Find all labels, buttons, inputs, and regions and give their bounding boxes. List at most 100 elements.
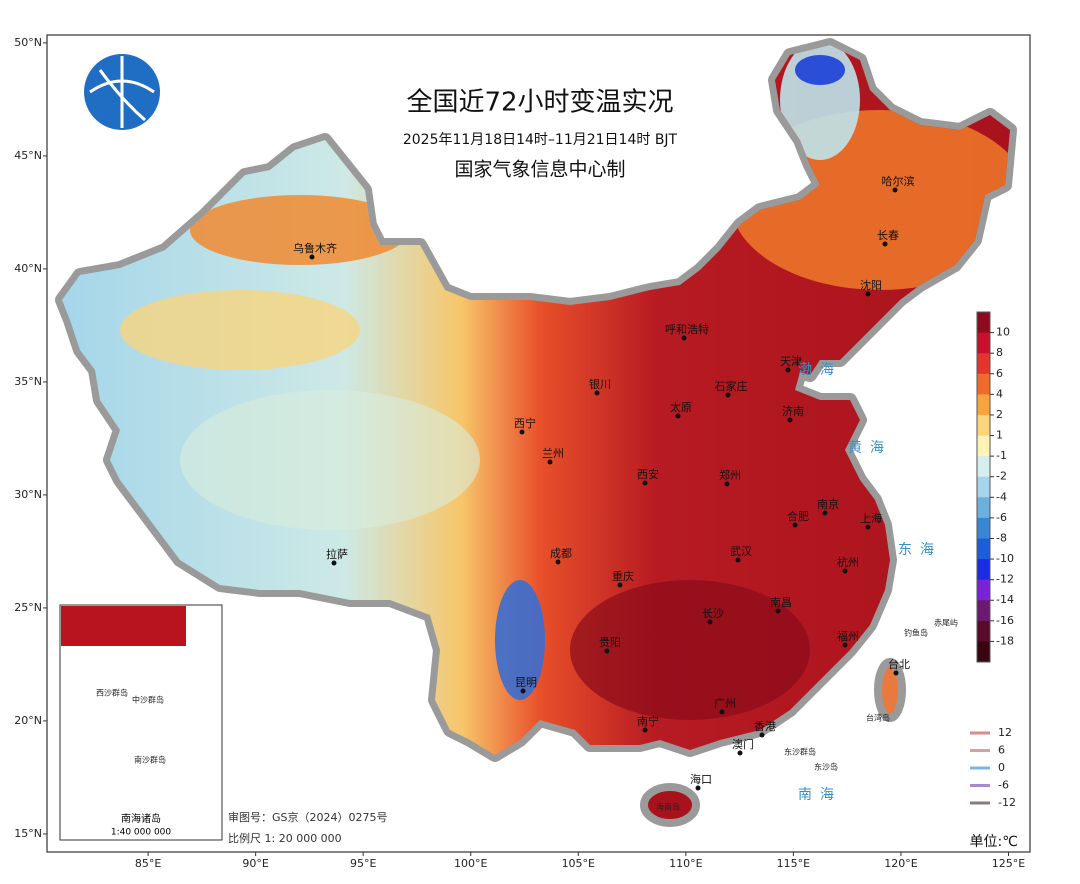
lon-tick-label: 125°E — [992, 857, 1025, 870]
city-label: 台北 — [888, 657, 910, 671]
city-dot — [724, 481, 730, 487]
color-swatch — [977, 353, 990, 375]
colorbar-label: -1 — [996, 449, 1007, 462]
city-dot — [681, 335, 687, 341]
lat-tick-label: 25°N — [14, 601, 42, 614]
color-swatch — [977, 517, 990, 539]
inset-field — [61, 606, 186, 646]
title: 全国近72小时变温实况 — [406, 88, 673, 118]
colorbar-label: 10 — [996, 326, 1010, 339]
city-dot — [642, 480, 648, 486]
inset-scale: 1:40 000 000 — [111, 828, 172, 838]
color-swatch — [977, 620, 990, 642]
city-dot — [309, 254, 315, 260]
period: 2025年11月18日14时–11月21日14时 BJT — [403, 132, 678, 148]
color-swatch — [977, 456, 990, 478]
color-swatch — [977, 600, 990, 622]
city-label: 杭州 — [837, 555, 859, 569]
colorbar-label: 4 — [996, 387, 1003, 400]
city-label: 石家庄 — [715, 379, 748, 393]
city-label: 东沙岛 — [814, 762, 838, 772]
city-dot — [787, 417, 793, 423]
colorbar-frame — [976, 311, 991, 663]
lat-tick-label: 15°N — [14, 827, 42, 840]
contour-label: 0 — [998, 761, 1005, 774]
color-swatch — [977, 559, 990, 581]
city-label: 沈阳 — [860, 278, 882, 292]
colorbar-label: -6 — [996, 511, 1007, 524]
city-dot — [725, 392, 731, 398]
lon-tick-label: 105°E — [562, 857, 595, 870]
city-dot — [893, 670, 899, 676]
city-dot — [775, 608, 781, 614]
city-dot — [594, 390, 600, 396]
sea-label: 渤海 — [798, 362, 842, 378]
city-label: 呼和浩特 — [665, 322, 709, 336]
lon-tick-label: 90°E — [242, 857, 268, 870]
lat-tick-label: 30°N — [14, 488, 42, 501]
city-label: 广州 — [714, 697, 736, 710]
lon-tick-label: 120°E — [884, 857, 917, 870]
color-swatch — [977, 641, 990, 663]
colorbar-label: -2 — [996, 470, 1007, 483]
city-label: 香港 — [754, 720, 776, 733]
city-label: 钓鱼岛 — [904, 628, 928, 638]
city-dot — [555, 559, 561, 565]
city-label: 海南岛 — [656, 802, 680, 812]
scale: 比例尺 1: 20 000 000 — [228, 831, 342, 845]
city-dot — [519, 429, 525, 435]
color-swatch — [977, 476, 990, 498]
colorbar-label: -10 — [996, 552, 1014, 565]
sea-label: 黄海 — [848, 439, 892, 456]
colorbar-label: -12 — [996, 573, 1014, 586]
city-dot — [695, 785, 701, 791]
color-swatch — [977, 373, 990, 395]
lat-tick-label: 40°N — [14, 262, 42, 275]
colorbar-label: 6 — [996, 367, 1003, 380]
color-swatch — [977, 414, 990, 437]
inset-island: 南沙群岛 — [134, 755, 166, 765]
colorbar-label: -4 — [996, 490, 1007, 503]
city-label: 拉萨 — [326, 547, 348, 561]
lon-tick-label: 100°E — [454, 857, 487, 870]
colorbar-label: -14 — [996, 593, 1014, 606]
approval: 审图号：GS京（2024）0275号 — [228, 810, 388, 824]
color-swatch — [977, 332, 990, 354]
city-dot — [737, 750, 743, 756]
city-label: 南京 — [817, 497, 839, 511]
city-dot — [331, 560, 337, 566]
city-label: 澳门 — [732, 737, 754, 751]
city-label: 哈尔滨 — [882, 174, 915, 188]
city-dot — [865, 291, 871, 297]
city-label: 重庆 — [612, 569, 634, 583]
sea-label: 南海 — [798, 787, 842, 803]
color-swatch — [977, 394, 990, 416]
city-dot — [785, 367, 791, 373]
city-dot — [735, 557, 741, 563]
city-label: 西安 — [637, 467, 659, 481]
city-dot — [892, 187, 898, 193]
city-label: 兰州 — [542, 447, 564, 460]
city-label: 长沙 — [702, 607, 724, 620]
city-label: 济南 — [782, 404, 804, 418]
sea-label: 东海 — [898, 542, 942, 558]
city-dot — [882, 241, 888, 247]
city-dot — [547, 459, 553, 465]
producer: 国家气象信息中心制 — [454, 159, 625, 181]
taiwan — [874, 658, 906, 722]
city-dot — [520, 688, 526, 694]
colorbar-label: -18 — [996, 634, 1014, 647]
city-dot — [719, 709, 725, 715]
contour-label: -12 — [998, 796, 1016, 809]
city-label: 银川 — [589, 377, 611, 391]
logo — [84, 54, 160, 130]
lat-tick-label: 45°N — [14, 149, 42, 162]
city-dot — [822, 510, 828, 516]
city-dot — [759, 732, 765, 738]
city-dot — [707, 619, 713, 625]
color-swatch — [977, 312, 990, 334]
city-label: 东沙群岛 — [784, 747, 816, 757]
city-label: 乌鲁木齐 — [293, 241, 337, 255]
title-block: 全国近72小时变温实况 2025年11月18日14时–11月21日14时 BJT… — [403, 88, 678, 181]
